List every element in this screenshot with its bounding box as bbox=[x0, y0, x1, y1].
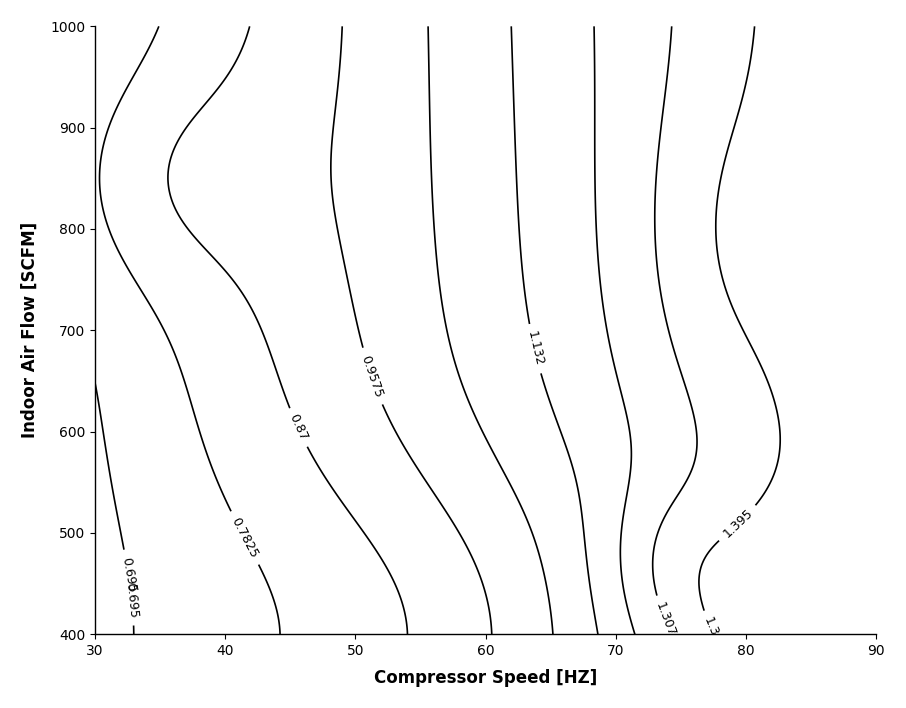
Text: 1.132: 1.132 bbox=[525, 330, 545, 367]
Text: 0.9575: 0.9575 bbox=[359, 353, 385, 399]
Text: 1.395: 1.395 bbox=[720, 507, 756, 541]
Text: 1.307: 1.307 bbox=[652, 601, 678, 639]
Text: 0.695: 0.695 bbox=[119, 556, 138, 593]
Text: 0.87: 0.87 bbox=[286, 412, 310, 443]
Text: 0.7825: 0.7825 bbox=[229, 515, 261, 561]
Text: 1.395: 1.395 bbox=[700, 615, 727, 653]
Y-axis label: Indoor Air Flow [SCFM]: Indoor Air Flow [SCFM] bbox=[21, 222, 39, 438]
Text: 0.695: 0.695 bbox=[123, 581, 140, 619]
X-axis label: Compressor Speed [HZ]: Compressor Speed [HZ] bbox=[374, 669, 597, 687]
